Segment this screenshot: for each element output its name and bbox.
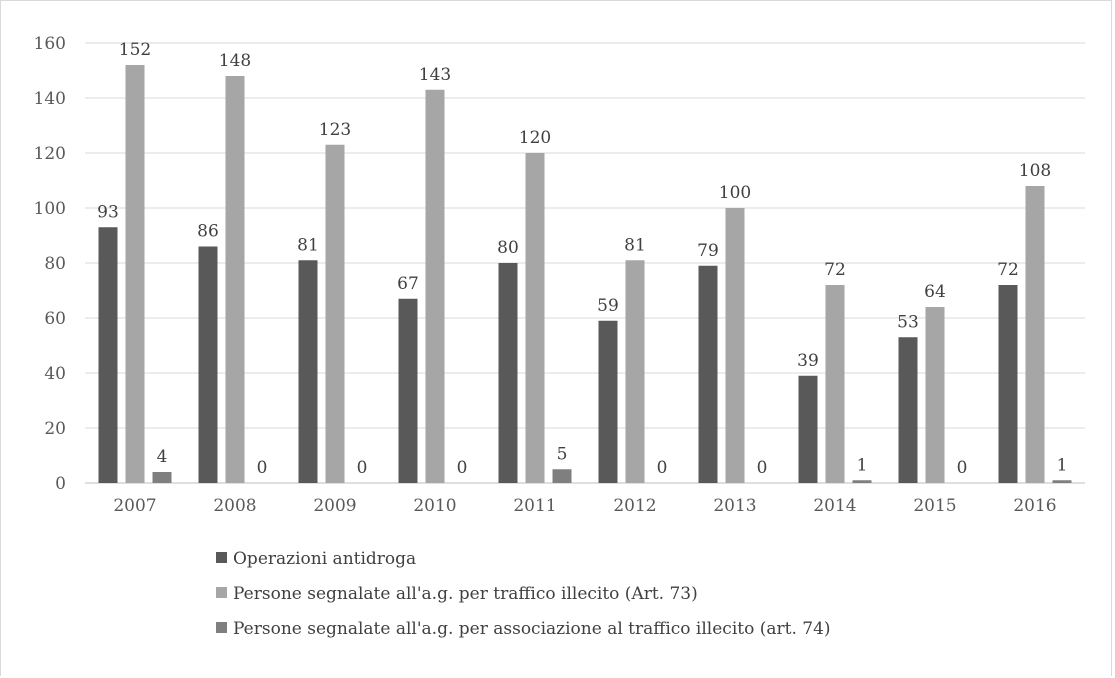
data-label: 5 xyxy=(557,444,568,464)
bar-series-1 xyxy=(898,337,918,483)
bar-series-2 xyxy=(425,89,445,483)
bar-series-3 xyxy=(852,480,872,483)
bar-series-2 xyxy=(625,260,645,483)
data-label: 79 xyxy=(697,241,719,261)
x-tick-label: 2010 xyxy=(413,496,456,516)
legend-swatch xyxy=(216,622,227,633)
data-label: 108 xyxy=(1019,161,1051,181)
bar-series-2 xyxy=(125,65,145,483)
x-tick-label: 2009 xyxy=(313,496,356,516)
bar-series-2 xyxy=(225,76,245,483)
bar-series-2 xyxy=(925,307,945,483)
data-label: 143 xyxy=(419,65,451,85)
legend-label: Operazioni antidroga xyxy=(233,549,416,569)
data-label: 0 xyxy=(357,458,368,478)
bar-series-1 xyxy=(498,263,518,483)
data-label: 72 xyxy=(997,260,1019,280)
bar-series-1 xyxy=(998,285,1018,483)
data-label: 4 xyxy=(157,447,168,467)
data-labels: 9315248614808112306714308012055981079100… xyxy=(97,40,1067,478)
y-tick-label: 100 xyxy=(34,199,66,219)
data-label: 1 xyxy=(857,455,868,475)
y-axis: 0 20 40 60 80 100 120 140 160 xyxy=(34,34,66,494)
legend-swatch xyxy=(216,587,227,598)
data-label: 81 xyxy=(297,235,319,255)
data-label: 148 xyxy=(219,51,251,71)
data-label: 80 xyxy=(497,238,519,258)
x-tick-label: 2015 xyxy=(913,496,956,516)
bar-series-1 xyxy=(798,375,818,483)
data-label: 72 xyxy=(824,260,846,280)
bar-series-1 xyxy=(698,265,718,483)
data-label: 0 xyxy=(257,458,268,478)
data-label: 0 xyxy=(757,458,768,478)
data-label: 0 xyxy=(457,458,468,478)
gridlines xyxy=(85,42,1085,484)
data-label: 59 xyxy=(597,296,619,316)
data-label: 81 xyxy=(624,235,646,255)
y-tick-label: 40 xyxy=(44,364,66,384)
bar-series-3 xyxy=(1052,480,1072,483)
bar-series-2 xyxy=(525,153,545,483)
y-tick-label: 0 xyxy=(55,474,66,494)
bar-series-1 xyxy=(298,260,318,483)
data-label: 0 xyxy=(657,458,668,478)
bar-series-3 xyxy=(152,472,172,483)
data-label: 93 xyxy=(97,202,119,222)
bar-series-2 xyxy=(1025,186,1045,483)
x-tick-label: 2007 xyxy=(113,496,156,516)
x-tick-label: 2014 xyxy=(813,496,856,516)
y-tick-label: 140 xyxy=(34,89,66,109)
data-label: 64 xyxy=(924,282,946,302)
y-tick-label: 20 xyxy=(44,419,66,439)
bar-series-1 xyxy=(198,246,218,483)
y-tick-label: 80 xyxy=(44,254,66,274)
data-label: 86 xyxy=(197,222,219,242)
x-tick-label: 2016 xyxy=(1013,496,1056,516)
bar-series-2 xyxy=(725,208,745,483)
legend: Operazioni antidroga Persone segnalate al… xyxy=(216,549,831,639)
data-label: 1 xyxy=(1057,455,1068,475)
x-tick-label: 2011 xyxy=(513,496,556,516)
x-tick-label: 2012 xyxy=(613,496,656,516)
legend-label: Persone segnalate all'a.g. per traffico … xyxy=(233,584,698,604)
legend-label: Persone segnalate all'a.g. per associazi… xyxy=(233,619,831,639)
bar-series-3 xyxy=(552,469,572,483)
data-label: 53 xyxy=(897,312,919,332)
data-label: 100 xyxy=(719,183,751,203)
bar-series-2 xyxy=(325,144,345,483)
y-tick-label: 60 xyxy=(44,309,66,329)
bar-series-1 xyxy=(98,227,118,483)
bar-series-1 xyxy=(598,320,618,483)
data-label: 39 xyxy=(797,351,819,371)
x-tick-label: 2008 xyxy=(213,496,256,516)
x-tick-label: 2013 xyxy=(713,496,756,516)
bar-series-2 xyxy=(825,285,845,483)
data-label: 67 xyxy=(397,274,419,294)
bar-series-1 xyxy=(398,298,418,483)
data-label: 0 xyxy=(957,458,968,478)
y-tick-label: 160 xyxy=(34,34,66,54)
x-axis: 2007 2008 2009 2010 2011 2012 2013 2014 2015 2016 xyxy=(113,496,1056,516)
data-label: 120 xyxy=(519,128,551,148)
legend-swatch xyxy=(216,552,227,563)
y-tick-label: 120 xyxy=(34,144,66,164)
data-label: 152 xyxy=(119,40,151,60)
bars xyxy=(98,65,1072,483)
data-label: 123 xyxy=(319,120,351,140)
